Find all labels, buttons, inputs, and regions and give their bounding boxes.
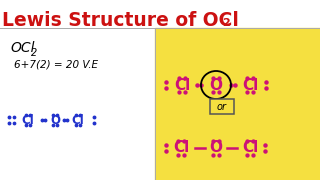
Text: or: or — [217, 102, 227, 111]
Text: Lewis Structure of OCl: Lewis Structure of OCl — [2, 10, 239, 30]
Text: Cl: Cl — [242, 78, 258, 93]
Text: O: O — [210, 78, 222, 93]
Bar — [155, 28, 320, 180]
FancyBboxPatch shape — [210, 99, 234, 114]
Text: 2: 2 — [31, 48, 37, 58]
Text: Cl: Cl — [22, 114, 34, 127]
Text: O: O — [50, 114, 60, 127]
Text: Cl: Cl — [242, 141, 258, 156]
Text: O: O — [210, 141, 222, 156]
Text: 6+7(2) = 20 V.E: 6+7(2) = 20 V.E — [14, 59, 98, 69]
Text: Cl: Cl — [173, 141, 189, 156]
Text: Cl: Cl — [72, 114, 84, 127]
Text: OCl: OCl — [10, 41, 35, 55]
Text: Cl: Cl — [174, 78, 190, 93]
Text: 2: 2 — [222, 18, 230, 28]
